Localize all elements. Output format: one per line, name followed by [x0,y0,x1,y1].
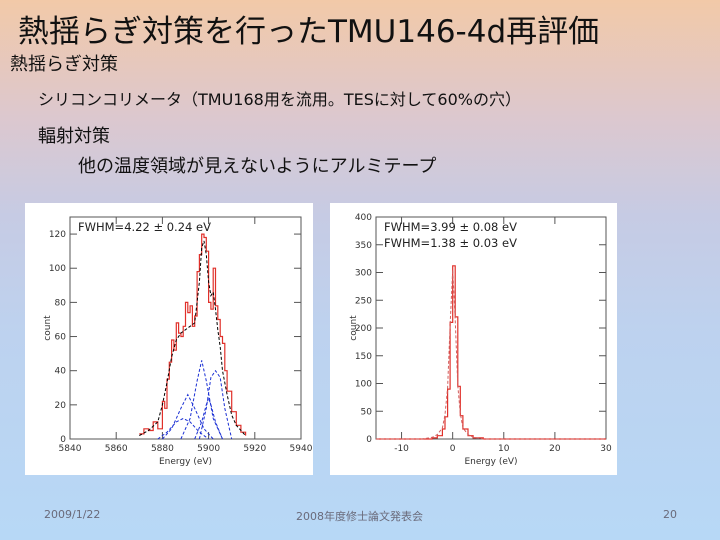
x-axis-label: Energy (eV) [159,457,212,467]
fwhm-annotation: FWHM=4.22 ± 0.24 eV [78,220,211,234]
data-histogram [376,265,606,440]
y-tick-label: 20 [55,401,67,411]
y-tick-label: 400 [355,213,372,223]
y-tick-label: 60 [55,333,67,343]
x-tick-label: -10 [394,444,409,454]
page-number: 20 [663,508,677,521]
y-tick-label: 40 [55,367,67,377]
x-tick-label: 20 [549,444,561,454]
x-tick-label: 5920 [243,444,266,454]
component-fit-curve [180,360,223,440]
footer-date: 2009/1/22 [44,508,101,521]
plot-frame [69,216,302,440]
data-histogram [139,233,247,436]
x-axis-label: Energy (eV) [464,457,517,467]
bullet-silicon-collimator: シリコンコリメータ（TMU168用を流用。TESに対して60%の穴） [38,90,521,109]
y-tick-label: 350 [355,241,372,251]
total-fit-curve [139,240,246,437]
spectrum-chart-right: -10 0 10 20 30 0 50 100 150 200 250 300 350 400 Energy… [330,203,617,475]
y-tick-label: 0 [366,435,372,445]
bullet-aluminum-tape: 他の温度領域が見えないようにアルミテープ [78,156,437,177]
fwhm-annotation: FWHM=1.38 ± 0.03 eV [384,236,517,250]
plot-frame [375,216,607,440]
fwhm-annotation: FWHM=3.99 ± 0.08 eV [384,220,517,234]
y-tick-label: 80 [55,298,67,308]
x-tick-label: 0 [450,444,456,454]
footer-event: 2008年度修士論文発表会 [296,510,423,523]
spectrum-chart-left: 5840 5860 5880 5900 5920 5940 0 20 40 60 80 100 120 E… [25,203,313,475]
y-axis-label: count [349,315,359,341]
slide-title: 熱揺らぎ対策を行ったTMU146-4d再評価 [18,14,600,50]
component-fit-curve [198,369,233,440]
x-tick-label: 5900 [197,444,220,454]
spectrum-plot-right: -10 0 10 20 30050100150200250300350400Energy… [349,213,612,467]
x-tick-label: 5880 [151,444,174,454]
y-tick-label: 250 [355,296,372,306]
spectrum-plot-left: 5840 5860 5880 5900 5920 5940 0 20 40 60 80 100 120 E… [43,216,313,467]
y-tick-label: 150 [355,352,372,362]
y-tick-label: 0 [60,435,66,445]
component-fit-curve [162,393,214,440]
component-fit-curve [157,417,209,440]
x-tick-label: 10 [498,444,510,454]
x-tick-label: 5860 [105,444,128,454]
y-tick-label: 200 [355,324,372,334]
fit-curve [376,269,606,440]
x-tick-label: 5940 [290,444,313,454]
bullet-radiation: 輻射対策 [38,126,110,147]
bullet-thermal-fluctuation: 熱揺らぎ対策 [10,54,118,75]
y-axis-label: count [43,315,53,341]
y-tick-label: 300 [355,269,372,279]
x-tick-label: 5840 [59,444,82,454]
x-tick-label: 30 [600,444,612,454]
y-tick-label: 120 [49,230,66,240]
y-tick-label: 100 [355,380,372,390]
y-tick-label: 100 [49,264,66,274]
y-tick-label: 50 [361,407,373,417]
